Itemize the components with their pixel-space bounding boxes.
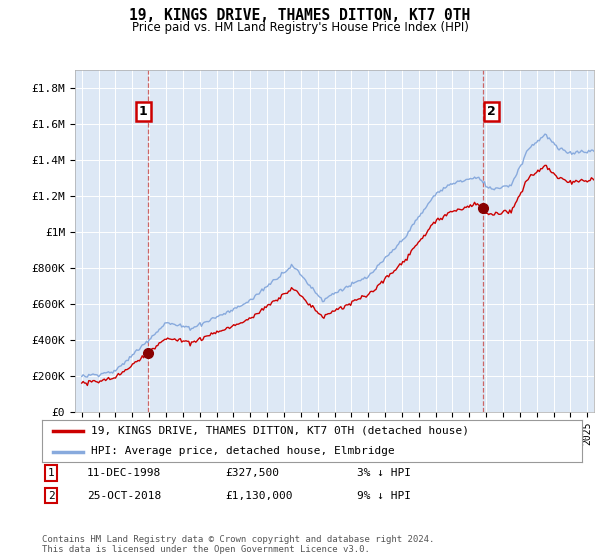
Text: 3% ↓ HPI: 3% ↓ HPI (357, 468, 411, 478)
Text: 1: 1 (47, 468, 55, 478)
Text: 11-DEC-1998: 11-DEC-1998 (87, 468, 161, 478)
Text: 19, KINGS DRIVE, THAMES DITTON, KT7 0TH: 19, KINGS DRIVE, THAMES DITTON, KT7 0TH (130, 8, 470, 24)
Text: 25-OCT-2018: 25-OCT-2018 (87, 491, 161, 501)
Text: £1,130,000: £1,130,000 (225, 491, 293, 501)
Text: 9% ↓ HPI: 9% ↓ HPI (357, 491, 411, 501)
Text: Contains HM Land Registry data © Crown copyright and database right 2024.
This d: Contains HM Land Registry data © Crown c… (42, 535, 434, 554)
Text: 2: 2 (487, 105, 496, 118)
Text: 19, KINGS DRIVE, THAMES DITTON, KT7 0TH (detached house): 19, KINGS DRIVE, THAMES DITTON, KT7 0TH … (91, 426, 469, 436)
Text: HPI: Average price, detached house, Elmbridge: HPI: Average price, detached house, Elmb… (91, 446, 394, 456)
Text: 1: 1 (139, 105, 148, 118)
Text: Price paid vs. HM Land Registry's House Price Index (HPI): Price paid vs. HM Land Registry's House … (131, 21, 469, 34)
Text: £327,500: £327,500 (225, 468, 279, 478)
Text: 2: 2 (47, 491, 55, 501)
